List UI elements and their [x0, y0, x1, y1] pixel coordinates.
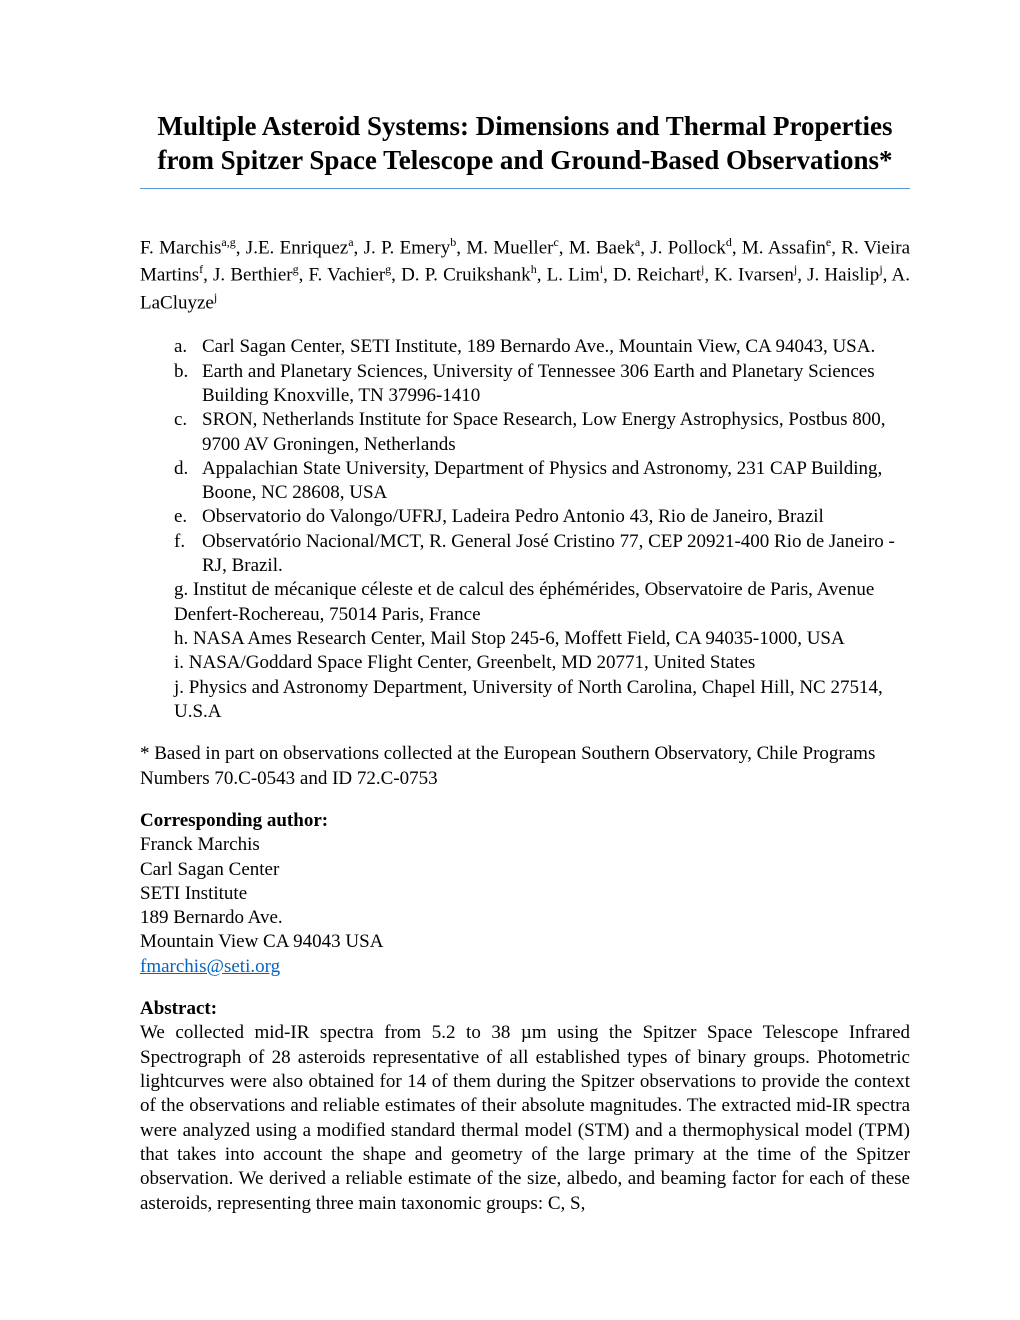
- affiliation-label: c.: [174, 408, 202, 457]
- corresponding-line: SETI Institute: [140, 883, 247, 904]
- corresponding-author-block: Corresponding author: Franck Marchis Carl…: [140, 809, 910, 979]
- affiliation-item: i. NASA/Goddard Space Flight Center, Gre…: [174, 651, 910, 675]
- affiliation-text: Observatório Nacional/MCT, R. General Jo…: [202, 530, 910, 579]
- paper-title: Multiple Asteroid Systems: Dimensions an…: [140, 110, 910, 189]
- affiliation-item: b.Earth and Planetary Sciences, Universi…: [174, 360, 910, 409]
- affiliation-item: a.Carl Sagan Center, SETI Institute, 189…: [174, 335, 910, 359]
- affiliation-item: g. Institut de mécanique céleste et de c…: [174, 578, 910, 627]
- affiliation-item: c.SRON, Netherlands Institute for Space …: [174, 408, 910, 457]
- abstract-text: We collected mid-IR spectra from 5.2 to …: [140, 1022, 910, 1213]
- affiliation-label: b.: [174, 360, 202, 409]
- corresponding-line: Carl Sagan Center: [140, 859, 279, 880]
- affiliation-text: SRON, Netherlands Institute for Space Re…: [202, 408, 910, 457]
- affiliation-item: e.Observatorio do Valongo/UFRJ, Ladeira …: [174, 505, 910, 529]
- affiliation-text: Appalachian State University, Department…: [202, 457, 910, 506]
- abstract-block: Abstract: We collected mid-IR spectra fr…: [140, 997, 910, 1216]
- footnote: * Based in part on observations collecte…: [140, 742, 910, 791]
- affiliations-continued: g. Institut de mécanique céleste et de c…: [174, 578, 910, 724]
- affiliation-label: a.: [174, 335, 202, 359]
- corresponding-line: Franck Marchis: [140, 834, 260, 855]
- affiliation-item: h. NASA Ames Research Center, Mail Stop …: [174, 627, 910, 651]
- corresponding-line: 189 Bernardo Ave.: [140, 907, 283, 928]
- affiliation-text: Earth and Planetary Sciences, University…: [202, 360, 910, 409]
- corresponding-heading: Corresponding author:: [140, 810, 328, 831]
- abstract-heading: Abstract:: [140, 997, 910, 1021]
- affiliation-text: Carl Sagan Center, SETI Institute, 189 B…: [202, 335, 875, 359]
- affiliation-label: f.: [174, 530, 202, 579]
- corresponding-email-link[interactable]: fmarchis@seti.org: [140, 956, 280, 977]
- corresponding-lines: Franck Marchis Carl Sagan Center SETI Inst…: [140, 834, 383, 952]
- authors-list: F. Marchisa,g, J.E. Enriqueza, J. P. Eme…: [140, 234, 910, 318]
- affiliation-item: d.Appalachian State University, Departme…: [174, 457, 910, 506]
- paper-page: Multiple Asteroid Systems: Dimensions an…: [0, 0, 1020, 1320]
- affiliation-text: Observatorio do Valongo/UFRJ, Ladeira Pe…: [202, 505, 824, 529]
- affiliations-list: a.Carl Sagan Center, SETI Institute, 189…: [174, 335, 910, 578]
- affiliation-label: d.: [174, 457, 202, 506]
- affiliation-label: e.: [174, 505, 202, 529]
- affiliation-item: f.Observatório Nacional/MCT, R. General …: [174, 530, 910, 579]
- corresponding-line: Mountain View CA 94043 USA: [140, 931, 383, 952]
- affiliation-item: j. Physics and Astronomy Department, Uni…: [174, 676, 910, 725]
